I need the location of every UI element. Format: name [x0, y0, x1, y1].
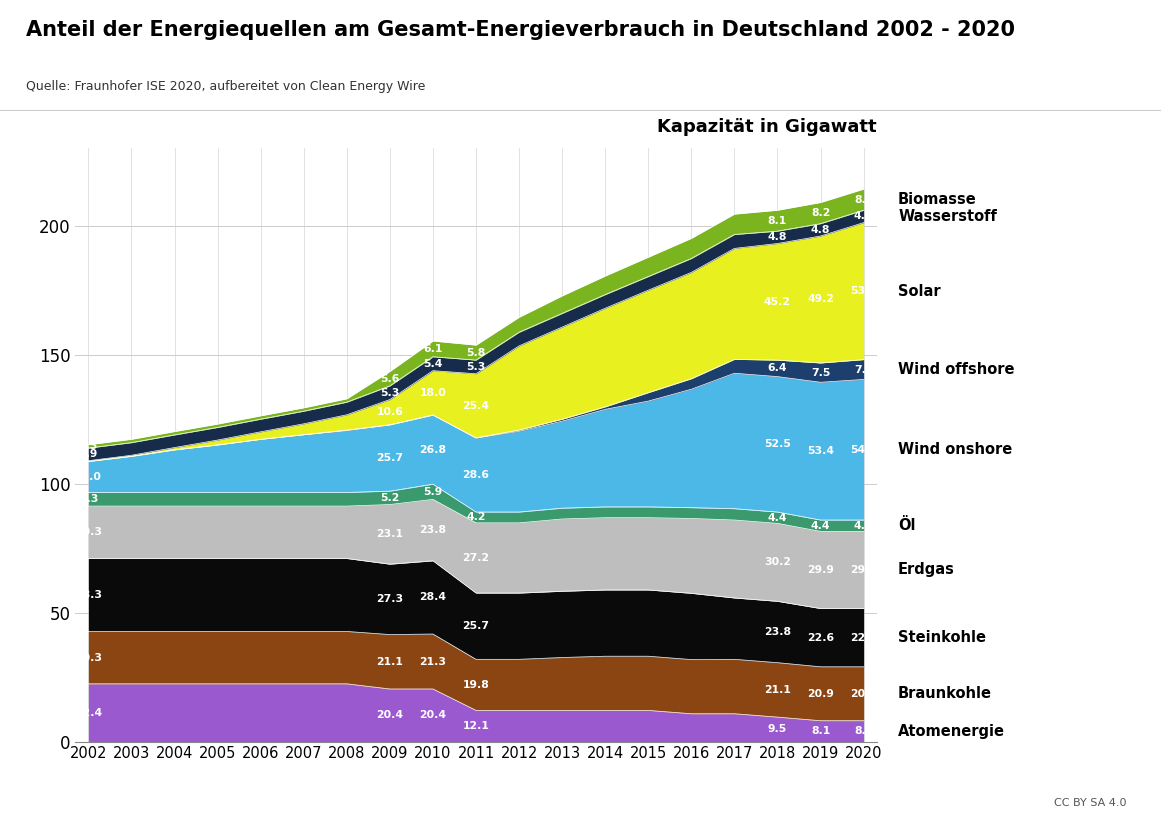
- Text: 5.6: 5.6: [380, 373, 399, 384]
- Text: 5.8: 5.8: [467, 348, 485, 358]
- Text: 4.4: 4.4: [767, 513, 787, 522]
- Text: 30.2: 30.2: [764, 557, 791, 568]
- Text: 8.1: 8.1: [810, 726, 830, 736]
- Text: 52.5: 52.5: [764, 439, 791, 449]
- Text: 21.3: 21.3: [419, 657, 447, 667]
- Text: 5.2: 5.2: [380, 493, 399, 503]
- Text: 25.4: 25.4: [462, 400, 490, 410]
- Text: 19.8: 19.8: [462, 680, 490, 690]
- Text: 20.9: 20.9: [807, 689, 834, 699]
- Text: 20.3: 20.3: [75, 653, 102, 662]
- Text: 20.3: 20.3: [75, 527, 102, 537]
- Text: 21.1: 21.1: [376, 657, 403, 667]
- Text: 27.2: 27.2: [462, 553, 490, 563]
- Text: 1.3: 1.3: [79, 442, 98, 452]
- Text: 29.9: 29.9: [807, 565, 834, 575]
- Text: 4.9: 4.9: [79, 449, 98, 459]
- Text: 28.4: 28.4: [419, 592, 447, 602]
- Text: 5.3: 5.3: [79, 494, 98, 504]
- Text: 53.4: 53.4: [807, 446, 834, 456]
- Text: 28.6: 28.6: [462, 471, 490, 480]
- Text: Steinkohle: Steinkohle: [899, 630, 986, 645]
- Text: 23.8: 23.8: [419, 525, 447, 535]
- Text: Erdgas: Erdgas: [899, 563, 956, 578]
- Text: 7.7: 7.7: [853, 364, 873, 375]
- Text: 10.6: 10.6: [376, 407, 403, 417]
- Text: 20.4: 20.4: [419, 710, 447, 720]
- Text: 54.5: 54.5: [850, 445, 877, 455]
- Text: Braunkohle: Braunkohle: [899, 686, 993, 701]
- Text: 8.2: 8.2: [854, 194, 873, 204]
- Text: 4.8: 4.8: [854, 212, 873, 222]
- Text: 21.1: 21.1: [764, 685, 791, 695]
- Text: 27.3: 27.3: [376, 594, 403, 604]
- Text: 5.9: 5.9: [424, 487, 442, 497]
- Text: 12.0: 12.0: [75, 472, 102, 482]
- Text: 4.8: 4.8: [810, 225, 830, 235]
- Text: 6.1: 6.1: [424, 344, 442, 353]
- Text: 6.4: 6.4: [767, 363, 787, 373]
- Text: 8.1: 8.1: [854, 726, 873, 736]
- Text: 20.4: 20.4: [376, 710, 403, 720]
- Text: Wind onshore: Wind onshore: [899, 442, 1012, 457]
- Text: Wasserstoff: Wasserstoff: [899, 209, 997, 224]
- Text: 45.2: 45.2: [764, 297, 791, 307]
- Text: 28.3: 28.3: [75, 590, 102, 600]
- Text: 18.0: 18.0: [419, 388, 446, 398]
- Text: 5.3: 5.3: [467, 362, 485, 372]
- Text: 9.5: 9.5: [767, 724, 787, 734]
- Text: 4.2: 4.2: [467, 513, 485, 522]
- Text: Kapazität in Gigawatt: Kapazität in Gigawatt: [657, 118, 877, 136]
- Text: 4.8: 4.8: [767, 232, 787, 242]
- Text: 4.4: 4.4: [853, 521, 873, 531]
- Text: Anteil der Energiequellen am Gesamt-Energieverbrauch in Deutschland 2002 - 2020: Anteil der Energiequellen am Gesamt-Ener…: [26, 20, 1015, 40]
- Text: 25.7: 25.7: [376, 453, 403, 463]
- Text: 23.8: 23.8: [764, 627, 791, 637]
- Text: 5.3: 5.3: [380, 388, 399, 398]
- Text: 12.1: 12.1: [462, 721, 490, 731]
- Text: Öl: Öl: [899, 518, 916, 533]
- Text: Wind offshore: Wind offshore: [899, 362, 1015, 377]
- Text: CC BY SA 4.0: CC BY SA 4.0: [1054, 798, 1126, 808]
- Text: 22.6: 22.6: [807, 633, 834, 643]
- Text: 53.1: 53.1: [850, 286, 877, 296]
- Text: 5.4: 5.4: [424, 358, 442, 368]
- Text: 4.4: 4.4: [810, 521, 830, 531]
- Text: 26.8: 26.8: [419, 445, 447, 455]
- Text: 25.7: 25.7: [462, 621, 490, 631]
- Text: 22.4: 22.4: [74, 708, 102, 718]
- Text: Biomasse: Biomasse: [899, 192, 976, 207]
- Text: Quelle: Fraunhofer ISE 2020, aufbereitet von Clean Energy Wire: Quelle: Fraunhofer ISE 2020, aufbereitet…: [26, 80, 425, 93]
- Text: Solar: Solar: [899, 283, 940, 298]
- Text: 29.9: 29.9: [850, 565, 877, 575]
- Text: Atomenergie: Atomenergie: [899, 723, 1005, 738]
- Text: 23.1: 23.1: [376, 529, 403, 540]
- Text: 8.2: 8.2: [810, 208, 830, 218]
- Text: 49.2: 49.2: [807, 294, 834, 305]
- Text: 20.9: 20.9: [850, 689, 877, 699]
- Text: 8.1: 8.1: [767, 216, 787, 226]
- Text: 22.6: 22.6: [850, 633, 878, 643]
- Text: 7.5: 7.5: [810, 368, 830, 377]
